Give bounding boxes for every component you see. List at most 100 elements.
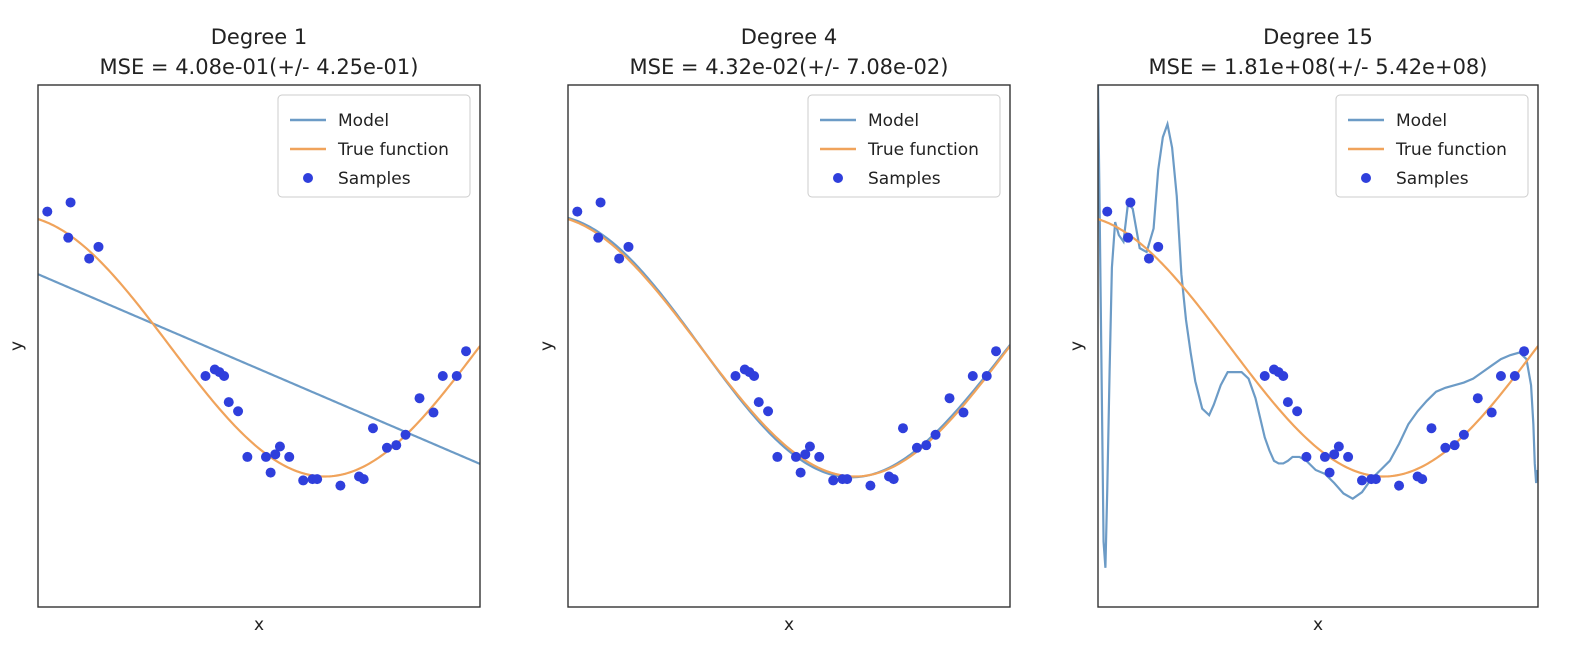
legend: Model True function Samples bbox=[807, 94, 1001, 198]
legend-swatch-samples bbox=[1361, 173, 1371, 183]
sample-point bbox=[437, 371, 448, 382]
sample-point bbox=[572, 206, 583, 217]
sample-point bbox=[358, 474, 369, 485]
sample-point bbox=[981, 371, 992, 382]
sample-point bbox=[614, 253, 625, 264]
sample-point bbox=[428, 407, 439, 418]
sample-point bbox=[1417, 474, 1428, 485]
sample-point bbox=[753, 397, 764, 408]
sample-point bbox=[65, 197, 76, 208]
x-axis-label: x bbox=[254, 615, 264, 635]
sample-point bbox=[461, 346, 472, 357]
sample-point bbox=[335, 480, 346, 491]
sample-point bbox=[772, 451, 783, 462]
x-axis-label: x bbox=[1313, 615, 1323, 635]
sample-point bbox=[1449, 440, 1460, 451]
sample-point bbox=[991, 346, 1002, 357]
sample-point bbox=[1292, 406, 1303, 417]
sample-point bbox=[1143, 253, 1154, 264]
chart-subtitle: MSE = 4.32e-02(+/- 7.08e-02) bbox=[630, 55, 949, 79]
sample-point bbox=[1333, 441, 1344, 452]
legend-swatch-samples bbox=[833, 173, 843, 183]
sample-point bbox=[284, 451, 295, 462]
sample-point bbox=[623, 241, 634, 252]
sample-point bbox=[270, 449, 281, 460]
sample-point bbox=[790, 451, 801, 462]
sample-point bbox=[865, 480, 876, 491]
axes-frame bbox=[1097, 84, 1539, 608]
sample-point bbox=[1123, 232, 1134, 243]
model-line bbox=[568, 216, 1010, 479]
sample-point bbox=[84, 253, 95, 264]
sample-point bbox=[800, 449, 811, 460]
sample-point bbox=[1278, 371, 1289, 382]
sample-point bbox=[1102, 206, 1113, 217]
model-line bbox=[1098, 85, 1538, 568]
sample-point bbox=[828, 475, 839, 486]
sample-point bbox=[1394, 480, 1405, 491]
sample-point bbox=[1259, 371, 1270, 382]
plot-area bbox=[38, 197, 480, 491]
sample-point bbox=[1324, 467, 1335, 478]
sample-point bbox=[944, 393, 955, 404]
sample-point bbox=[1509, 371, 1520, 382]
sample-point bbox=[1153, 241, 1164, 252]
sample-point bbox=[242, 451, 253, 462]
sample-point bbox=[200, 371, 211, 382]
sample-point bbox=[1125, 197, 1136, 208]
sample-point bbox=[958, 407, 969, 418]
chart-title: Degree 15 bbox=[1263, 25, 1373, 49]
sample-point bbox=[233, 406, 244, 417]
sample-point bbox=[391, 440, 402, 451]
true-function-line bbox=[38, 218, 480, 478]
plot-area bbox=[568, 197, 1010, 491]
legend-label-model: Model bbox=[338, 111, 389, 131]
sample-point bbox=[763, 406, 774, 417]
sample-point bbox=[1440, 442, 1451, 453]
axes-frame bbox=[37, 84, 481, 608]
sample-point bbox=[911, 442, 922, 453]
chart-title: Degree 4 bbox=[741, 25, 837, 49]
sample-point bbox=[1486, 407, 1497, 418]
panel-degree-1: Degree 1 MSE = 4.08e-01(+/- 4.25e-01) x y Mo… bbox=[7, 25, 481, 635]
sample-point bbox=[1319, 451, 1330, 462]
panel-degree-4: Degree 4 MSE = 4.32e-02(+/- 7.08e-02) x y Mo… bbox=[537, 25, 1011, 635]
legend-label-true-function: True function bbox=[1395, 140, 1507, 160]
plot-area bbox=[1098, 85, 1538, 568]
sample-point bbox=[265, 467, 276, 478]
sample-point bbox=[1370, 474, 1381, 485]
sample-point bbox=[63, 232, 74, 243]
true-function-line bbox=[568, 218, 1010, 478]
sample-point bbox=[804, 441, 815, 452]
sample-point bbox=[1301, 451, 1312, 462]
legend: Model True function Samples bbox=[277, 94, 471, 198]
sample-point bbox=[42, 206, 53, 217]
sample-point bbox=[749, 371, 760, 382]
sample-point bbox=[223, 397, 234, 408]
true-function-line bbox=[1098, 218, 1538, 478]
legend-label-true-function: True function bbox=[337, 140, 449, 160]
chart-title: Degree 1 bbox=[211, 25, 307, 49]
sample-point bbox=[381, 442, 392, 453]
model-line bbox=[38, 273, 480, 465]
sample-point bbox=[312, 474, 323, 485]
sample-point bbox=[400, 429, 411, 440]
sample-point bbox=[595, 197, 606, 208]
sample-point bbox=[274, 441, 285, 452]
sample-point bbox=[219, 371, 230, 382]
axes-frame bbox=[567, 84, 1011, 608]
chart-subtitle: MSE = 4.08e-01(+/- 4.25e-01) bbox=[100, 55, 419, 79]
sample-point bbox=[1458, 429, 1469, 440]
legend-label-model: Model bbox=[868, 111, 919, 131]
y-axis-label: y bbox=[537, 341, 557, 351]
legend-label-samples: Samples bbox=[1396, 169, 1469, 189]
sample-point bbox=[1519, 346, 1530, 357]
sample-point bbox=[367, 423, 378, 434]
sample-point bbox=[888, 474, 899, 485]
sample-point bbox=[1357, 475, 1367, 486]
legend: Model True function Samples bbox=[1335, 94, 1529, 198]
sample-point bbox=[1495, 371, 1506, 382]
sample-point bbox=[593, 232, 604, 243]
sample-point bbox=[930, 429, 941, 440]
y-axis-label: y bbox=[7, 341, 27, 351]
